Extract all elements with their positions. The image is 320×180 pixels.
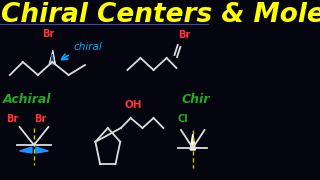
Polygon shape <box>190 134 196 150</box>
Text: Achiral: Achiral <box>3 93 52 106</box>
Text: Cl: Cl <box>178 114 188 124</box>
Polygon shape <box>49 50 56 64</box>
Polygon shape <box>36 147 48 153</box>
Text: Chir: Chir <box>182 93 210 106</box>
Text: Chiral Centers & Molecu: Chiral Centers & Molecu <box>1 2 320 28</box>
Text: Br: Br <box>34 114 47 124</box>
Text: Br: Br <box>178 30 190 40</box>
Polygon shape <box>20 147 32 153</box>
Text: Br: Br <box>6 114 18 124</box>
Text: Br: Br <box>42 29 54 39</box>
Text: OH: OH <box>124 100 142 110</box>
Text: chiral: chiral <box>73 42 102 52</box>
Polygon shape <box>51 54 53 64</box>
